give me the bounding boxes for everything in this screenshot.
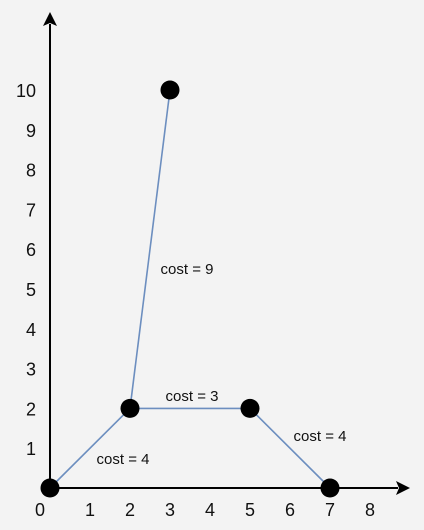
node-C (160, 80, 180, 100)
y-tick-label-4: 4 (26, 320, 36, 340)
nodes-layer (40, 80, 340, 498)
x-tick-label-4: 4 (205, 500, 215, 520)
edge-D-E (249, 407, 331, 489)
x-tick-label-8: 8 (365, 500, 375, 520)
node-E (320, 478, 340, 498)
edges-layer (49, 89, 331, 489)
edge-label-A-B: cost = 4 (97, 451, 150, 468)
y-tick-label-6: 6 (26, 240, 36, 260)
edge-B-C (129, 89, 171, 409)
x-tick-label-1: 1 (85, 500, 95, 520)
x-tick-label-2: 2 (125, 500, 135, 520)
y-tick-labels: 1 2 3 4 5 6 7 8 9 10 (16, 81, 36, 459)
y-tick-label-3: 3 (26, 360, 36, 380)
y-tick-label-2: 2 (26, 399, 36, 419)
x-tick-label-7: 7 (325, 500, 335, 520)
y-tick-label-1: 1 (26, 439, 36, 459)
x-axis-arrowhead (396, 481, 410, 495)
axes-layer (43, 12, 410, 495)
x-tick-labels: 0 1 2 3 4 5 6 7 8 (35, 500, 375, 520)
x-tick-label-3: 3 (165, 500, 175, 520)
edge-label-B-D: cost = 3 (166, 388, 219, 405)
y-tick-label-9: 9 (26, 121, 36, 141)
x-tick-label-6: 6 (285, 500, 295, 520)
node-B (120, 398, 140, 418)
y-tick-label-5: 5 (26, 280, 36, 300)
x-tick-label-5: 5 (245, 500, 255, 520)
x-tick-label-0: 0 (35, 500, 45, 520)
y-tick-label-7: 7 (26, 200, 36, 220)
y-tick-label-8: 8 (26, 161, 36, 181)
y-axis-arrowhead (43, 12, 57, 26)
node-D (240, 398, 260, 418)
edge-A-B (49, 407, 131, 489)
edge-label-B-C: cost = 9 (161, 261, 214, 278)
edge-label-D-E: cost = 4 (294, 428, 347, 445)
edge-labels-layer: cost = 4 cost = 9 cost = 3 cost = 4 (97, 261, 347, 468)
y-tick-label-10: 10 (16, 81, 36, 101)
node-A (40, 478, 60, 498)
